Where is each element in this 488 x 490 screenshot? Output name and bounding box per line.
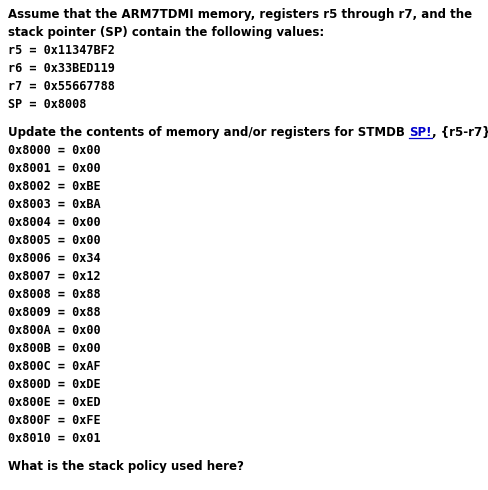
Text: 0x8002 = 0xBE: 0x8002 = 0xBE <box>8 180 101 193</box>
Text: 0x8008 = 0x88: 0x8008 = 0x88 <box>8 288 101 301</box>
Text: 0x8003 = 0xBA: 0x8003 = 0xBA <box>8 198 101 211</box>
Text: SP = 0x8008: SP = 0x8008 <box>8 98 86 111</box>
Text: r6 = 0x33BED119: r6 = 0x33BED119 <box>8 62 115 75</box>
Text: 0x8001 = 0x00: 0x8001 = 0x00 <box>8 162 101 175</box>
Text: 0x8009 = 0x88: 0x8009 = 0x88 <box>8 306 101 319</box>
Text: Assume that the ARM7TDMI memory, registers r5 through r7, and the: Assume that the ARM7TDMI memory, registe… <box>8 8 471 21</box>
Text: 0x800D = 0xDE: 0x800D = 0xDE <box>8 378 101 391</box>
Text: 0x8010 = 0x01: 0x8010 = 0x01 <box>8 432 101 445</box>
Text: r5 = 0x11347BF2: r5 = 0x11347BF2 <box>8 44 115 57</box>
Text: 0x8005 = 0x00: 0x8005 = 0x00 <box>8 234 101 247</box>
Text: stack pointer (SP) contain the following values:: stack pointer (SP) contain the following… <box>8 26 324 39</box>
Text: , {r5-r7}:: , {r5-r7}: <box>430 126 488 139</box>
Text: What is the stack policy used here?: What is the stack policy used here? <box>8 460 244 473</box>
Text: 0x8006 = 0x34: 0x8006 = 0x34 <box>8 252 101 265</box>
Text: 0x800A = 0x00: 0x800A = 0x00 <box>8 324 101 337</box>
Text: Update the contents of memory and/or registers for STMDB: Update the contents of memory and/or reg… <box>8 126 408 139</box>
Text: 0x800F = 0xFE: 0x800F = 0xFE <box>8 414 101 427</box>
Text: r7 = 0x55667788: r7 = 0x55667788 <box>8 80 115 93</box>
Text: 0x800E = 0xED: 0x800E = 0xED <box>8 396 101 409</box>
Text: 0x800B = 0x00: 0x800B = 0x00 <box>8 342 101 355</box>
Text: 0x8004 = 0x00: 0x8004 = 0x00 <box>8 216 101 229</box>
Text: 0x800C = 0xAF: 0x800C = 0xAF <box>8 360 101 373</box>
Text: SP!: SP! <box>408 126 430 139</box>
Text: 0x8000 = 0x00: 0x8000 = 0x00 <box>8 144 101 157</box>
Text: 0x8007 = 0x12: 0x8007 = 0x12 <box>8 270 101 283</box>
